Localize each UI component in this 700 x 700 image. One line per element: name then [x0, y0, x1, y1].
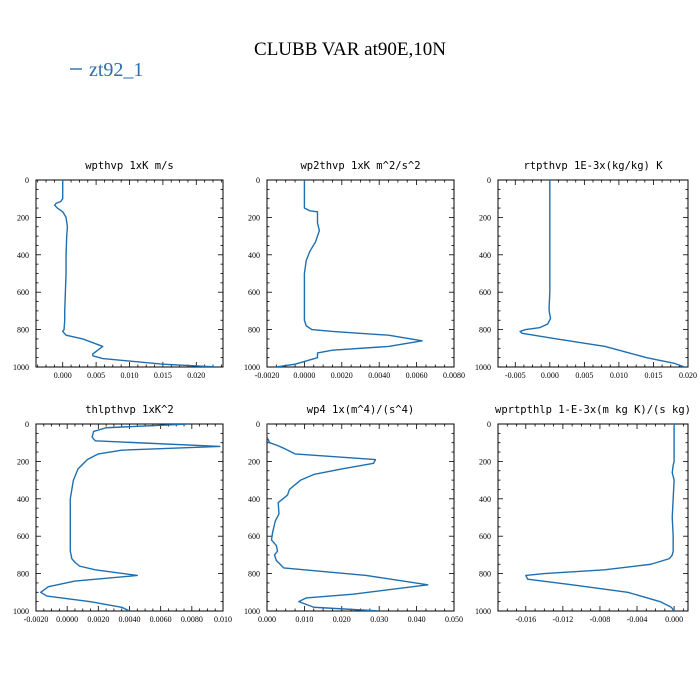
y-tick-label: 0: [25, 176, 29, 185]
y-tick-label: 200: [479, 213, 491, 222]
figure-title: CLUBB VAR at90E,10N: [254, 39, 446, 60]
y-tick-label: 1000: [475, 363, 491, 372]
y-tick-label: 400: [248, 495, 260, 504]
y-tick-label: 800: [17, 326, 29, 335]
plot-frame: [497, 179, 689, 368]
x-tick-label: 0.000: [665, 615, 683, 624]
x-tick-label: 0.040: [408, 615, 426, 624]
y-tick-label: 1000: [244, 363, 260, 372]
y-tick-label: 400: [479, 251, 491, 260]
chart-panel-3: rtpthvp 1E-3x(kg/kg) K 0 200 400 600 800 1000 -…: [475, 160, 697, 380]
x-tick-label: -0.0020: [255, 371, 280, 380]
legend: zt92_1: [70, 59, 143, 81]
y-tick-label: 200: [17, 213, 29, 222]
series-line-zt92_1: [525, 424, 675, 611]
series-line-zt92_1: [519, 180, 685, 367]
y-tick-label: 0: [25, 420, 29, 429]
x-tick-label: 0.020: [333, 615, 351, 624]
x-tick-label: 0.0060: [150, 615, 172, 624]
y-tick-label: 600: [479, 288, 491, 297]
y-tick-label: 400: [479, 495, 491, 504]
x-tick-label: 0.000: [54, 371, 72, 380]
x-tick-label: 0.005: [87, 371, 105, 380]
plot-frame: [35, 179, 224, 368]
y-tick-label: 800: [17, 570, 29, 579]
y-tick-label: 600: [17, 532, 29, 541]
y-tick-label: 1000: [13, 607, 29, 616]
x-tick-label: 0.0080: [443, 371, 465, 380]
x-tick-label: 0.005: [575, 371, 593, 380]
y-tick-label: 400: [17, 251, 29, 260]
chart-panel-1: wpthvp 1xK m/s 0 200 400 600 800 1000 0.000 0.00…: [13, 160, 224, 380]
x-tick-label: 0.0000: [293, 371, 315, 380]
y-tick-label: 800: [248, 570, 260, 579]
plot-frame: [497, 423, 689, 612]
legend-label: zt92_1: [89, 59, 143, 81]
x-tick-label: -0.0020: [24, 615, 49, 624]
y-tick-label: 200: [17, 457, 29, 466]
y-tick-label: 200: [479, 457, 491, 466]
chart-title: rtpthvp 1E-3x(kg/kg) K: [523, 160, 663, 172]
chart-title: wprtpthlp 1-E-3x(m kg K)/(s kg): [495, 404, 691, 416]
x-tick-label: 0.015: [154, 371, 172, 380]
y-tick-label: 400: [248, 251, 260, 260]
x-tick-label: 0.010: [610, 371, 628, 380]
x-tick-label: 0.050: [445, 615, 463, 624]
y-tick-label: 200: [248, 213, 260, 222]
y-tick-label: 0: [487, 176, 491, 185]
chart-panel-4: thlpthvp 1xK^2 0 200 400 600 800 1000-0.0020 0.…: [13, 404, 232, 624]
chart-title: wp2thvp 1xK m^2/s^2: [300, 160, 420, 172]
x-tick-label: 0.0080: [181, 615, 203, 624]
y-tick-label: 600: [248, 532, 260, 541]
y-tick-label: 0: [256, 176, 260, 185]
x-tick-label: -0.005: [505, 371, 526, 380]
x-tick-label: 0.010: [295, 615, 313, 624]
y-tick-label: 800: [248, 326, 260, 335]
chart-title: wpthvp 1xK m/s: [85, 160, 174, 172]
x-tick-label: 0.000: [258, 615, 276, 624]
x-tick-label: 0.0020: [87, 615, 109, 624]
x-tick-label: 0.010: [121, 371, 139, 380]
y-tick-label: 1000: [13, 363, 29, 372]
chart-panel-2: wp2thvp 1xK m^2/s^2 0 200 400 600 800 1000-0.0…: [244, 160, 465, 380]
series-line-zt92_1: [276, 180, 423, 367]
x-tick-label: 0.015: [644, 371, 662, 380]
y-tick-label: 800: [479, 326, 491, 335]
x-tick-label: 0.0060: [406, 371, 428, 380]
x-tick-label: 0.030: [370, 615, 388, 624]
x-tick-label: 0.020: [187, 371, 205, 380]
x-tick-label: 0.000: [541, 371, 559, 380]
y-tick-label: 1000: [475, 607, 491, 616]
chart-panel-6: wprtpthlp 1-E-3x(m kg K)/(s kg) 0 200 400 60…: [475, 404, 691, 624]
y-tick-label: 0: [256, 420, 260, 429]
x-tick-label: 0.020: [679, 371, 697, 380]
x-tick-label: -0.016: [515, 615, 536, 624]
chart-title: wp4 1x(m^4)/(s^4): [307, 404, 414, 416]
y-tick-label: 600: [17, 288, 29, 297]
series-line-zt92_1: [39, 424, 221, 611]
y-tick-label: 1000: [244, 607, 260, 616]
x-tick-label: -0.004: [627, 615, 648, 624]
x-tick-label: 0.010: [214, 615, 232, 624]
x-tick-label: 0.0000: [56, 615, 78, 624]
chart-title: thlpthvp 1xK^2: [85, 404, 174, 416]
x-tick-label: 0.0040: [119, 615, 141, 624]
plot-frame: [266, 179, 455, 368]
y-tick-label: 400: [17, 495, 29, 504]
y-tick-label: 0: [487, 420, 491, 429]
plot-frame: [266, 423, 455, 612]
y-tick-label: 800: [479, 570, 491, 579]
y-tick-label: 200: [248, 457, 260, 466]
x-tick-label: 0.0040: [368, 371, 390, 380]
x-tick-label: -0.008: [590, 615, 611, 624]
series-line-zt92_1: [54, 180, 217, 367]
x-tick-label: 0.0020: [331, 371, 353, 380]
y-tick-label: 600: [248, 288, 260, 297]
x-tick-label: -0.012: [553, 615, 574, 624]
series-line-zt92_1: [267, 424, 429, 611]
y-tick-label: 600: [479, 532, 491, 541]
